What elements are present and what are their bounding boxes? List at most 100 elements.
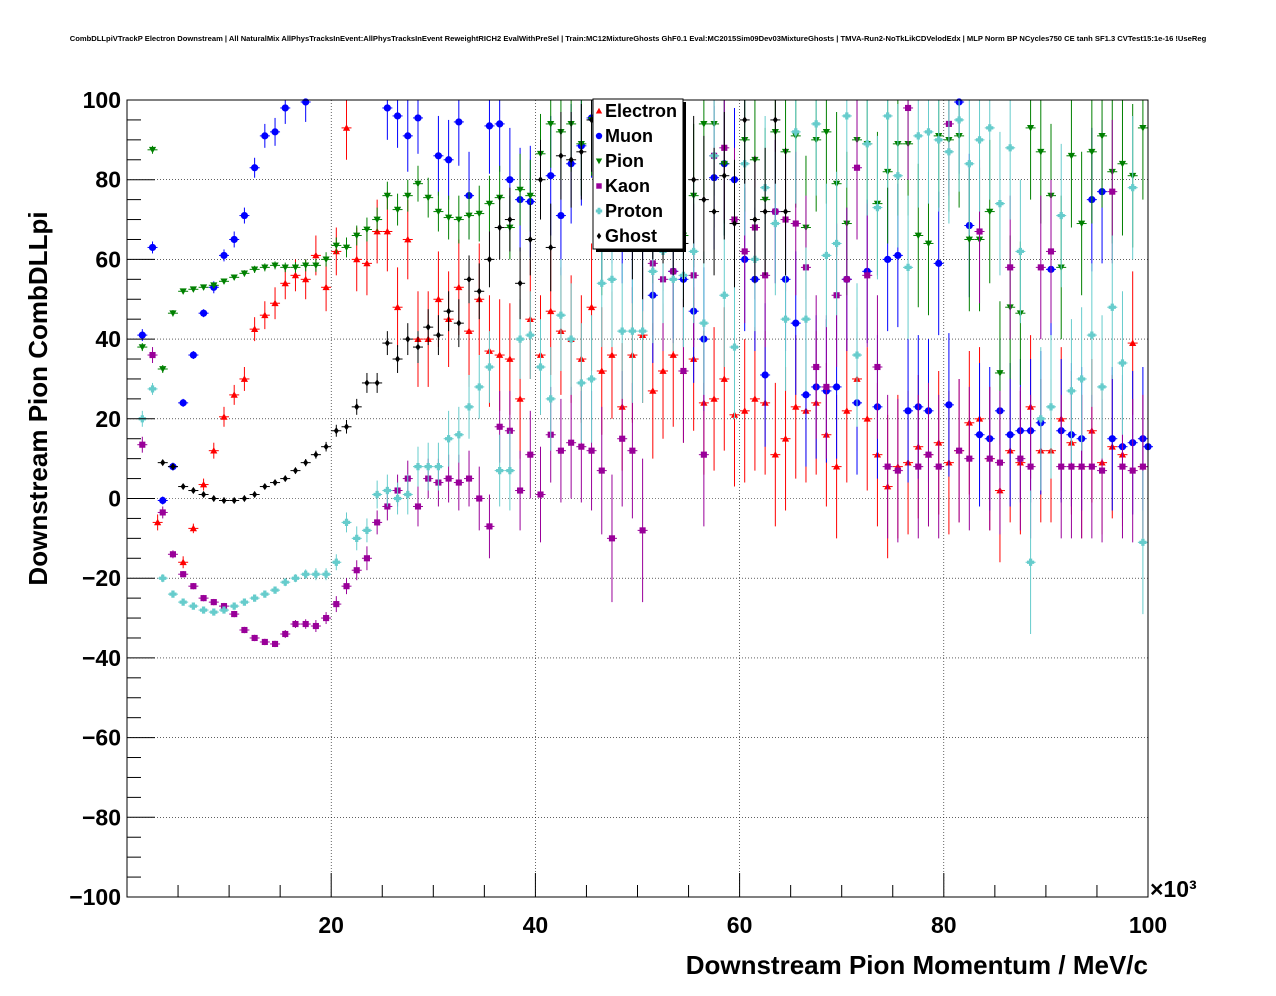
y-tick-label: −60 [82,725,121,751]
data-point-ghost [433,315,444,356]
data-point-muon [1107,366,1118,511]
data-point-proton [239,598,250,606]
data-point-pion [178,288,189,295]
data-point-kaon [872,295,883,439]
data-point-electron [178,556,189,569]
data-point-ghost [698,135,709,264]
data-point-kaon [229,610,240,618]
data-point-electron [709,327,720,471]
data-point-proton [852,283,863,427]
data-point-proton [984,100,995,200]
data-point-kaon [882,394,893,539]
data-point-proton [484,331,495,403]
data-point-electron [188,523,199,534]
data-point-pion [433,191,444,232]
data-point-muon [433,115,444,196]
data-point-proton [1117,291,1128,435]
data-point-muon [443,119,454,200]
data-point-muon [147,241,158,254]
data-point-kaon [811,295,822,439]
data-point-proton [382,474,393,507]
data-point-muon [270,117,281,146]
data-point-kaon [535,446,546,543]
data-point-electron [239,366,250,391]
data-point-proton [412,446,423,487]
data-point-proton [1046,335,1057,479]
data-point-electron [321,263,332,312]
data-point-ghost [749,155,760,284]
legend-label: Proton [605,201,663,221]
data-point-kaon [1035,195,1046,340]
data-point-electron [198,478,209,491]
data-point-kaon [903,100,914,180]
data-point-ghost [178,482,189,491]
data-point-kaon [464,450,475,507]
data-point-kaon [321,612,332,625]
data-point-ghost [167,463,178,471]
data-point-pion [1086,100,1097,224]
x-tick-label: 100 [1129,912,1167,938]
data-point-proton [1137,470,1148,615]
x-tick-label: 80 [931,912,957,938]
data-point-proton [964,100,975,236]
data-point-ghost [270,478,281,487]
data-point-proton [535,319,546,415]
data-point-muon [218,249,229,262]
data-point-muon [943,333,954,477]
data-point-pion [453,195,464,244]
data-point-ghost [372,372,383,393]
data-point-pion [515,153,526,226]
data-point-kaon [331,596,342,613]
data-point-ghost [157,459,168,467]
series-kaon [137,100,1148,648]
data-point-pion [1137,100,1148,200]
data-point-kaon [412,486,423,527]
data-point-ghost [208,494,219,503]
data-point-kaon [474,466,485,531]
data-point-proton [392,482,403,515]
x-axis-multiplier: ×10³ [1150,876,1197,902]
data-point-proton [259,590,270,598]
data-point-kaon [515,450,526,531]
data-point-ghost [280,474,291,483]
data-point-pion [412,165,423,202]
data-point-ghost [453,299,464,348]
data-point-ghost [300,459,311,467]
data-point-ghost [709,147,720,276]
data-point-proton [923,100,934,204]
data-point-kaon [341,578,352,595]
data-point-proton [627,259,638,403]
data-point-ghost [504,187,515,252]
legend-box [592,98,684,250]
data-point-ghost [392,345,403,373]
data-point-proton [402,474,413,515]
chart-title: CombDLLpiVTrackP Electron Downstream | A… [69,34,1207,43]
data-point-muon [300,98,311,122]
data-point-proton [310,568,321,581]
data-point-ghost [688,115,699,244]
legend-entry-kaon: Kaon [596,176,650,196]
data-point-muon [933,191,944,336]
data-point-muon [249,157,260,178]
data-point-muon [157,496,168,505]
y-tick-label: −20 [82,565,121,591]
data-point-electron [249,317,260,342]
data-point-muon [412,100,423,154]
data-point-pion [331,237,342,254]
data-point-proton [1025,490,1036,634]
data-point-pion [321,252,332,267]
data-point-ghost [484,231,495,288]
data-point-proton [586,315,597,443]
data-point-pion [382,181,393,210]
data-point-kaon [270,640,281,648]
data-point-kaon [525,410,536,499]
data-point-electron [392,267,403,348]
data-point-pion [167,310,178,317]
data-point-proton [913,100,924,208]
data-point-proton [800,247,811,391]
data-point-kaon [933,394,944,539]
data-point-ghost [545,203,556,292]
legend-label: Muon [605,126,653,146]
data-point-proton [157,574,168,583]
